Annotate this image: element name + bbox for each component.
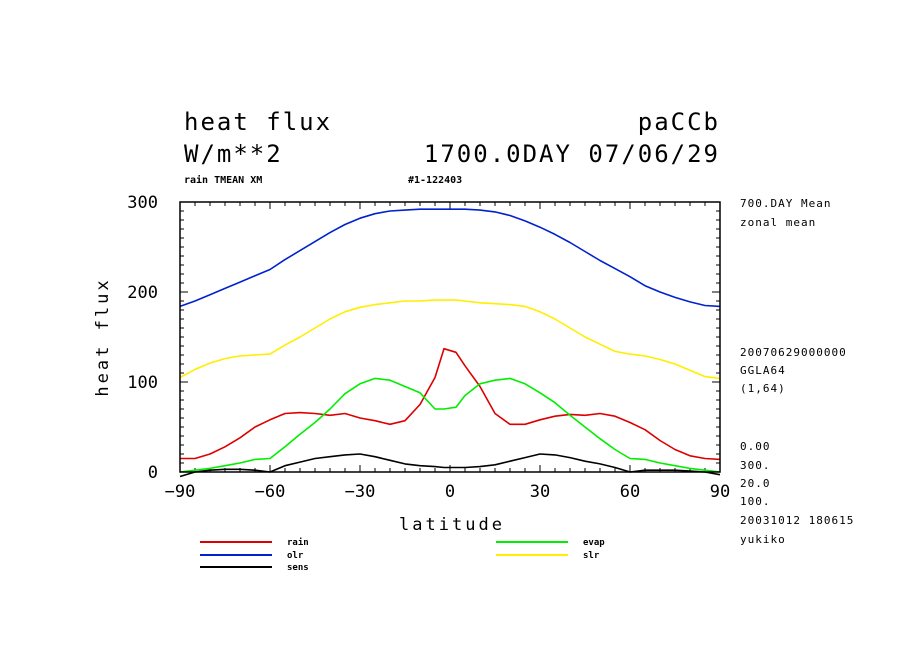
- x-tick-label: 30: [530, 482, 550, 502]
- legend-label-rain: rain: [287, 537, 309, 548]
- side-info-top-0: 700.DAY Mean: [740, 197, 831, 210]
- series-line-evap: [179, 377, 721, 473]
- legend-label-evap: evap: [583, 538, 605, 548]
- run-id: paCCb: [638, 108, 720, 136]
- side-info-bot-1: 300.: [740, 459, 771, 472]
- tick-labels: −90 −60 −30 0 30 60 90 0 100 200 300: [127, 193, 730, 502]
- side-info-top-1: zonal mean: [740, 216, 816, 229]
- x-tick-label: 0: [445, 482, 455, 502]
- subtitle-mid: #1-122403: [408, 175, 462, 186]
- side-info-mid-1: GGLA64: [740, 364, 786, 377]
- x-tick-label: 90: [710, 482, 730, 502]
- plot-frame: [179, 201, 721, 473]
- x-tick-label: −30: [345, 482, 376, 502]
- legend-label-sens: sens: [287, 563, 309, 573]
- units-label: W/m**2: [184, 140, 283, 168]
- side-info-bot-2: 20.0: [740, 477, 771, 490]
- side-info-bot-4: 20031012 180615: [740, 514, 854, 527]
- side-info-bot-5: yukiko: [740, 533, 786, 546]
- chart-title: heat flux: [184, 108, 332, 136]
- y-tick-label: 200: [127, 283, 158, 303]
- side-info-bot-3: 100.: [740, 495, 771, 508]
- time-label: 1700.0DAY 07/06/29: [424, 140, 720, 168]
- subtitle-left: rain TMEAN XM: [184, 174, 262, 186]
- x-tick-label: 60: [620, 482, 640, 502]
- x-tick-label: −90: [165, 482, 196, 502]
- side-info-mid-2: (1,64): [740, 382, 786, 395]
- series-line-olr: [179, 208, 721, 308]
- series-line-rain: [180, 347, 721, 461]
- x-tick-label: −60: [255, 482, 286, 502]
- legend-label-slr: slr: [583, 551, 600, 561]
- y-tick-label: 0: [148, 463, 158, 483]
- y-tick-label: 100: [127, 373, 158, 393]
- y-axis-label: heat flux: [93, 277, 113, 396]
- x-axis-label: latitude: [399, 515, 505, 535]
- y-tick-label: 300: [127, 193, 158, 213]
- legend: rain olr sens evap slr: [200, 537, 605, 573]
- series-line-slr: [179, 299, 721, 380]
- side-info-mid-0: 20070629000000: [740, 346, 847, 359]
- side-info-bot-0: 0.00: [740, 440, 771, 453]
- legend-label-olr: olr: [287, 551, 304, 561]
